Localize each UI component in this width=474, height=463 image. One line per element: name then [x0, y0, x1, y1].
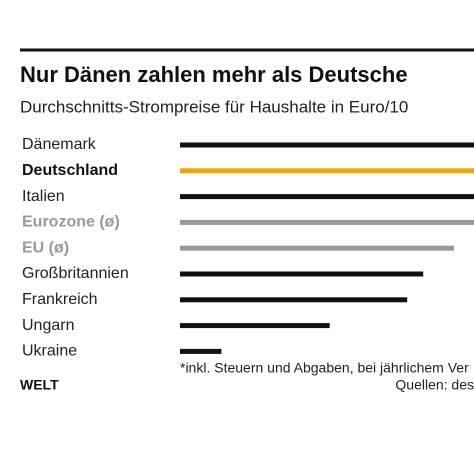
category-label: Deutschland — [22, 162, 118, 179]
category-label: Großbritannien — [22, 265, 129, 282]
footnote: *inkl. Steuern und Abgaben, bei jährlich… — [180, 360, 469, 376]
bar — [180, 168, 474, 174]
bar — [180, 194, 474, 200]
category-label: Ukraine — [22, 343, 77, 360]
bar — [180, 348, 222, 354]
bar — [180, 297, 408, 303]
logo: WELT — [20, 377, 59, 393]
chart-subtitle: Durchschnitts-Strompreise für Haushalte … — [20, 97, 408, 116]
source: Quellen: des — [395, 377, 474, 393]
category-label: Ungarn — [22, 317, 74, 334]
category-label: Frankreich — [22, 291, 98, 308]
category-label: EU (ø) — [22, 239, 69, 256]
category-label: Italien — [22, 188, 65, 205]
bar — [180, 245, 454, 251]
bar — [180, 323, 330, 329]
category-label: Dänemark — [22, 136, 97, 153]
bar — [180, 219, 474, 225]
bar — [180, 142, 474, 148]
category-label: Eurozone (ø) — [22, 214, 120, 231]
chart-title: Nur Dänen zahlen mehr als Deutsche — [20, 62, 408, 87]
bar — [180, 271, 424, 277]
